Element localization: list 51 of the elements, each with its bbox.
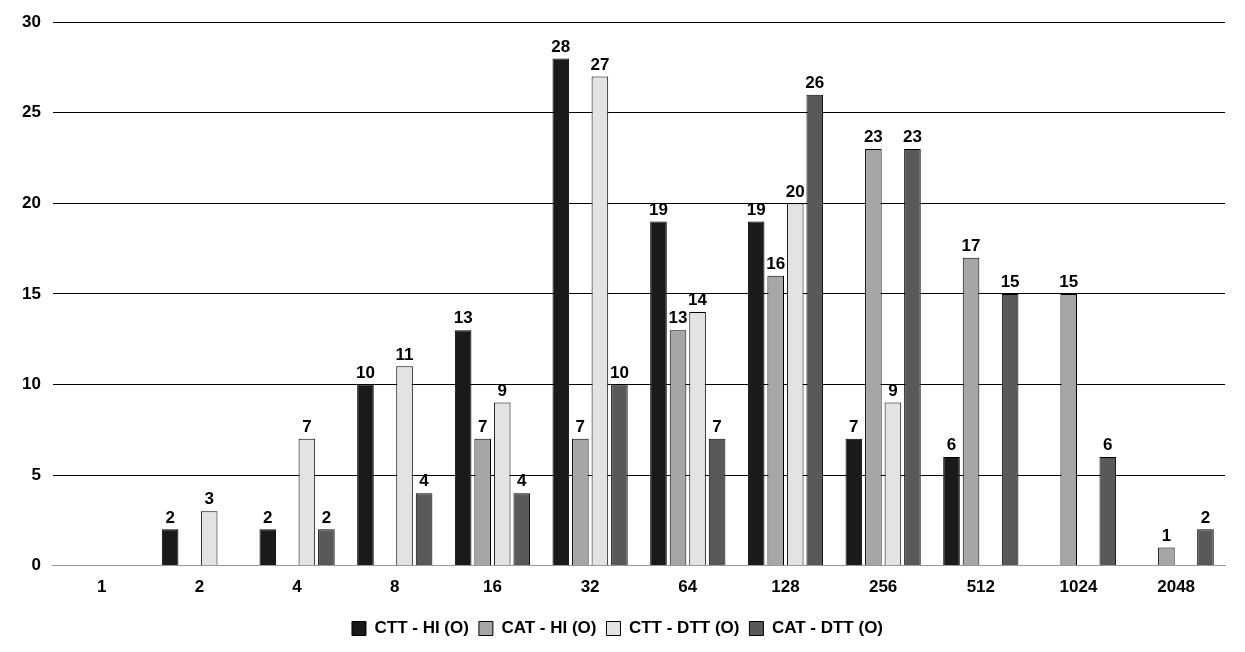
y-tick-label: 5 <box>31 464 41 484</box>
data-label: 13 <box>668 308 688 328</box>
legend-label: CTT - DTT (O) <box>628 618 740 638</box>
data-label: 1 <box>1161 525 1172 545</box>
legend-label: CAT - DTT (O) <box>771 618 884 638</box>
data-label: 7 <box>302 416 312 436</box>
data-label: 16 <box>766 253 786 273</box>
data-label: 23 <box>902 127 922 147</box>
data-label: 2 <box>1200 507 1211 527</box>
data-label: 13 <box>453 308 473 328</box>
x-tick-label: 16 <box>482 577 502 597</box>
x-tick-label: 64 <box>678 577 698 597</box>
data-label: 15 <box>1059 272 1079 292</box>
legend-label: CTT - HI (O) <box>374 618 469 638</box>
data-label: 17 <box>961 235 981 255</box>
data-label: 6 <box>1103 435 1113 455</box>
y-tick-label: 10 <box>21 374 41 394</box>
y-tick-label: 20 <box>21 193 41 213</box>
x-tick-label: 128 <box>771 577 800 597</box>
data-label: 20 <box>785 181 805 201</box>
data-label: 23 <box>863 127 883 147</box>
data-label: 15 <box>1000 272 1020 292</box>
y-tick-label: 0 <box>31 555 41 575</box>
data-label: 7 <box>477 416 488 436</box>
y-tick-label: 25 <box>21 102 41 122</box>
x-tick-label: 512 <box>966 577 995 597</box>
x-tick-label: 1024 <box>1059 577 1098 597</box>
legend-label: CAT - HI (O) <box>501 618 597 638</box>
data-label: 7 <box>849 416 859 436</box>
x-tick-label: 1 <box>97 577 107 597</box>
data-label: 10 <box>356 362 375 382</box>
data-label: 28 <box>551 36 571 56</box>
x-tick-label: 8 <box>390 577 400 597</box>
x-tick-label: 2 <box>194 577 205 597</box>
data-label: 7 <box>712 416 722 436</box>
x-tick-label: 32 <box>580 577 600 597</box>
data-label: 27 <box>590 54 610 74</box>
x-tick-label: 4 <box>292 577 303 597</box>
data-label: 7 <box>575 416 586 436</box>
data-label: 6 <box>946 435 957 455</box>
y-tick-label: 15 <box>21 283 41 303</box>
x-tick-label: 256 <box>868 577 898 597</box>
data-label: 11 <box>395 344 414 364</box>
data-label: 2 <box>263 507 273 527</box>
data-label: 2 <box>321 507 332 527</box>
data-label: 26 <box>805 72 825 92</box>
data-label: 10 <box>609 362 629 382</box>
data-label: 2 <box>165 507 175 527</box>
x-tick-label: 2048 <box>1157 577 1196 597</box>
data-label: 3 <box>204 489 214 509</box>
y-tick-label: 30 <box>21 11 41 31</box>
